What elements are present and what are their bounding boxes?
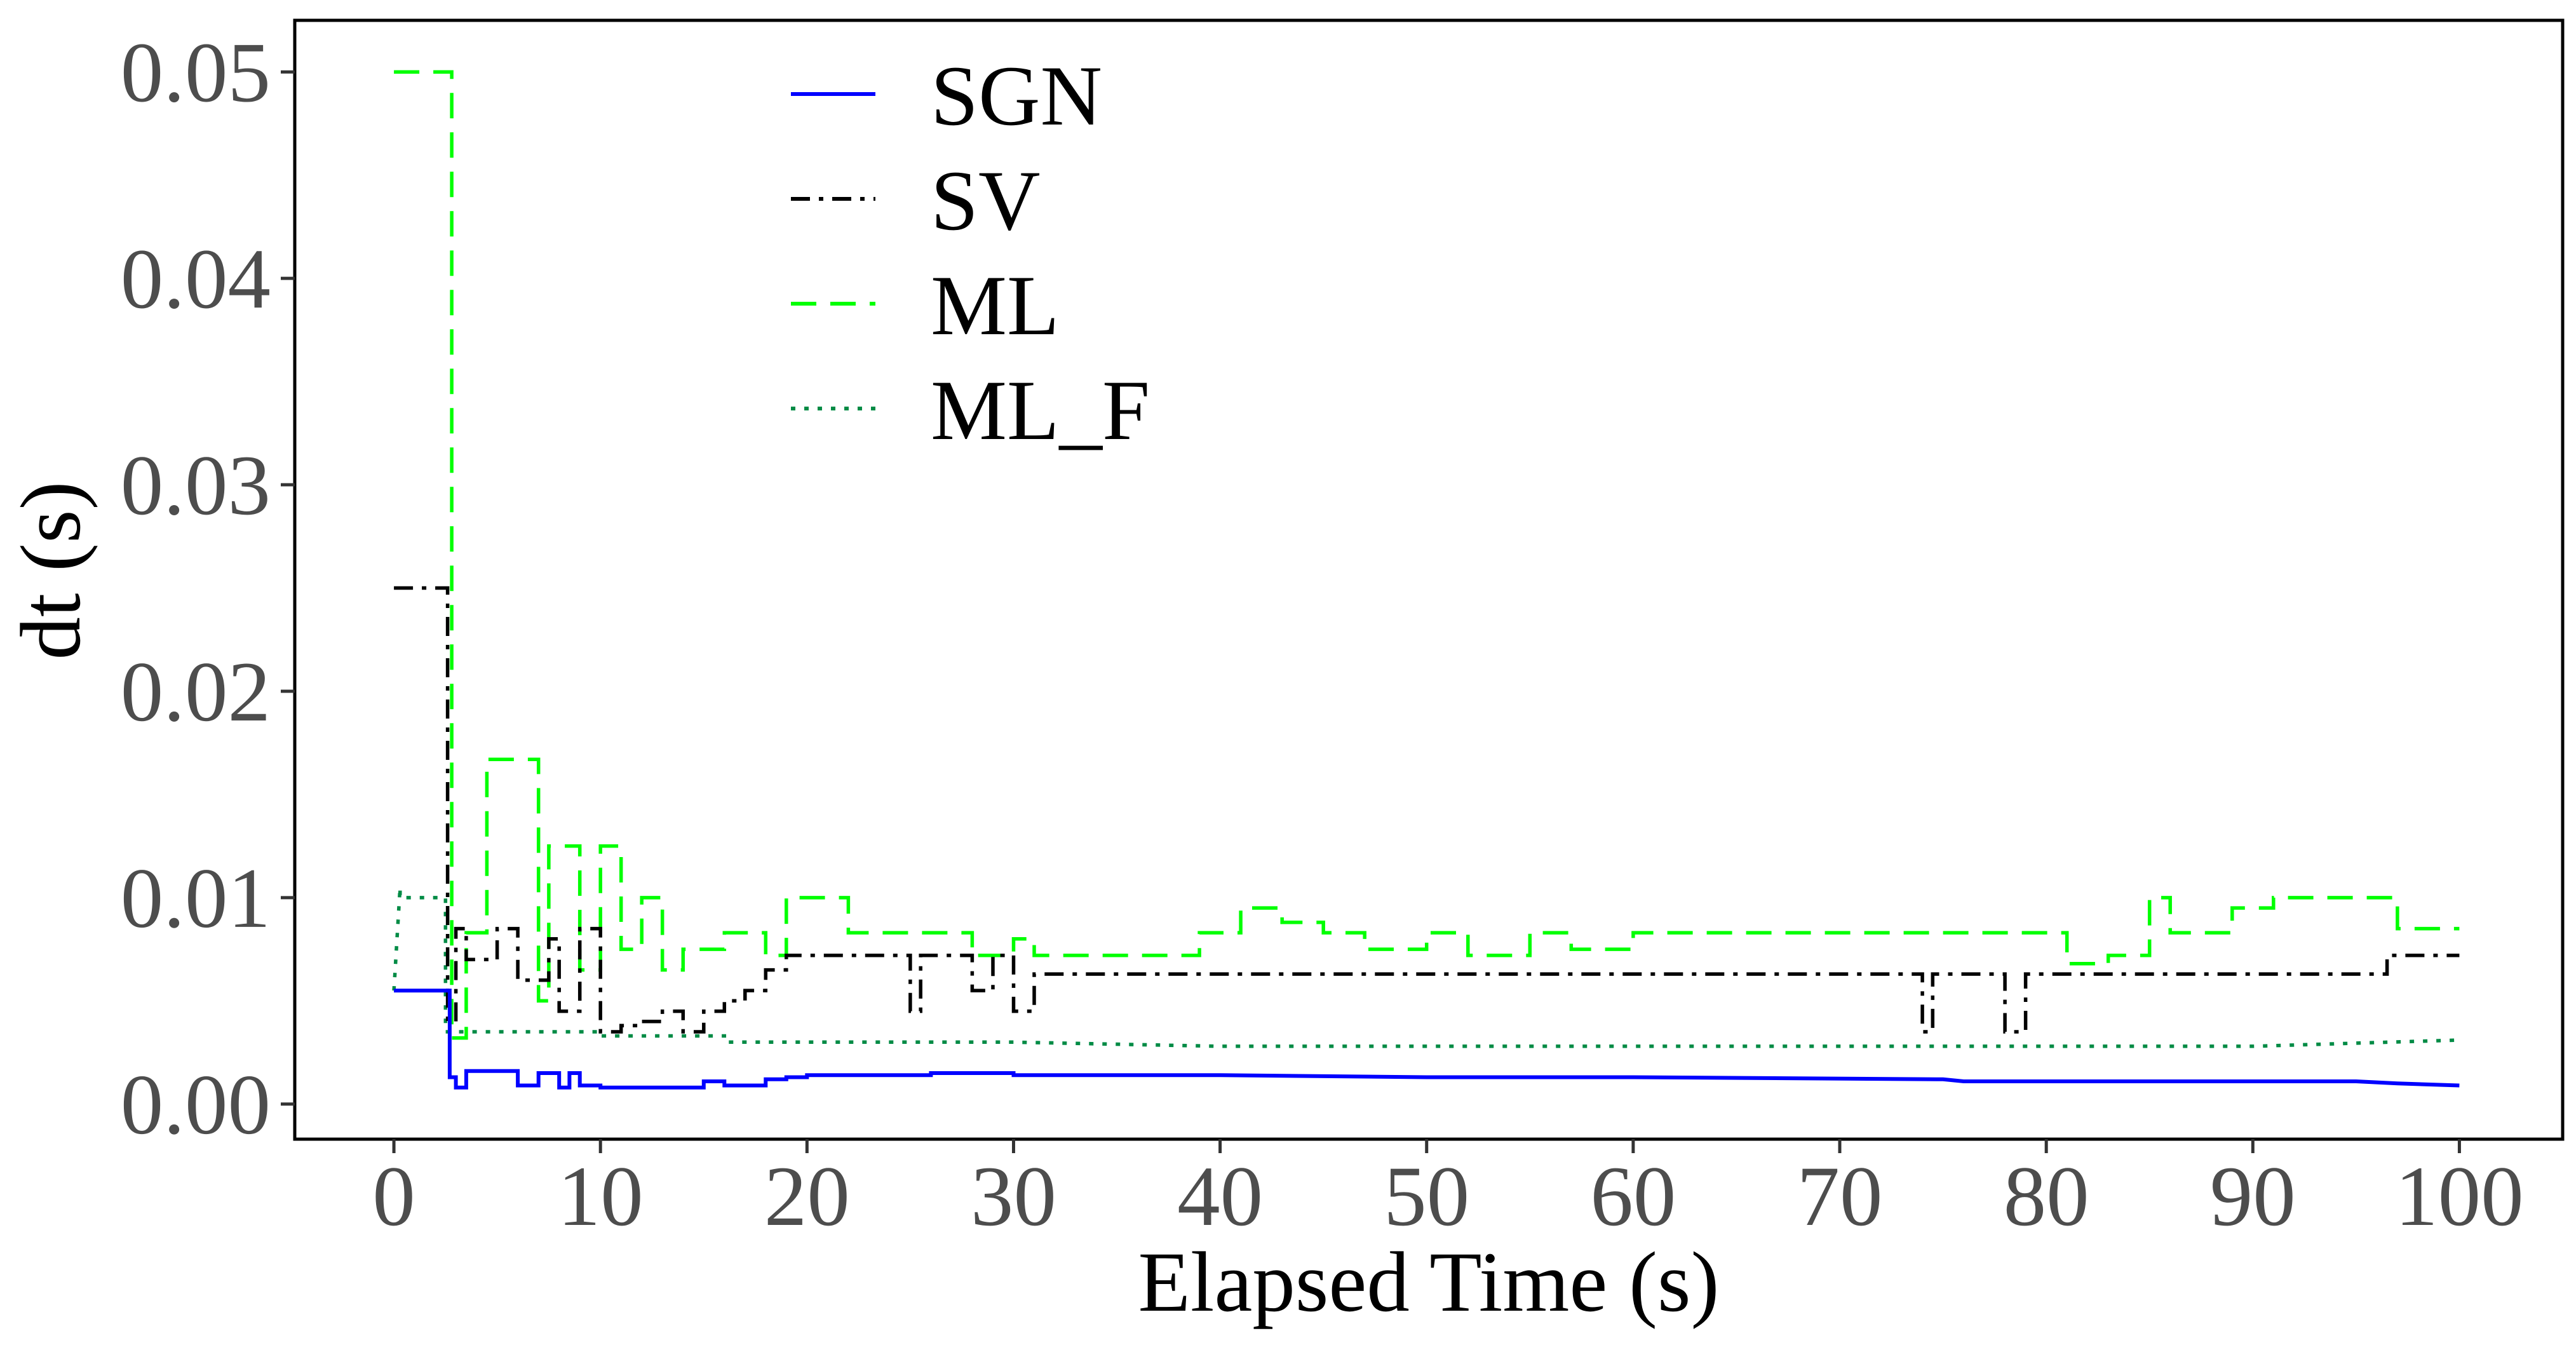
y-axis-label: dt (s) xyxy=(4,481,98,659)
legend-label-ml: ML xyxy=(931,259,1060,353)
y-tick-label: 0.04 xyxy=(121,232,271,327)
x-tick-label: 50 xyxy=(1384,1149,1469,1244)
x-tick-label: 100 xyxy=(2395,1149,2524,1244)
y-tick-label: 0.03 xyxy=(121,438,271,533)
y-tick-label: 0.00 xyxy=(121,1058,271,1153)
y-tick-label: 0.01 xyxy=(121,851,271,946)
x-tick-label: 40 xyxy=(1177,1149,1263,1244)
plot-frame xyxy=(293,18,2565,1141)
series-line-ml xyxy=(394,70,2460,1040)
x-tick-label: 70 xyxy=(1797,1149,1883,1244)
legend-label-ml-f: ML_F xyxy=(931,363,1150,458)
x-tick-label: 90 xyxy=(2210,1149,2296,1244)
x-tick-label: 20 xyxy=(764,1149,850,1244)
x-tick-label: 80 xyxy=(2004,1149,2089,1244)
legend: SGN SV ML ML_F xyxy=(791,49,1150,458)
x-axis-label: Elapsed Time (s) xyxy=(1138,1235,1719,1330)
x-tick-label: 60 xyxy=(1590,1149,1676,1244)
legend-label-sv: SV xyxy=(931,154,1041,248)
x-tick-label: 0 xyxy=(372,1149,415,1244)
series-layer xyxy=(392,70,2460,1090)
y-tick-label: 0.05 xyxy=(121,25,271,120)
series-line-sgn xyxy=(394,989,2460,1090)
series-line-sv xyxy=(394,586,2460,1034)
x-tick-label: 30 xyxy=(971,1149,1056,1244)
y-tick-label: 0.02 xyxy=(121,645,271,740)
y-axis: 0.00 0.01 0.02 0.03 0.04 0.05 xyxy=(121,25,295,1153)
x-tick-label: 10 xyxy=(558,1149,644,1244)
legend-label-sgn: SGN xyxy=(931,49,1102,144)
x-axis: 0 10 20 30 40 50 60 70 80 90 100 xyxy=(372,1139,2524,1244)
